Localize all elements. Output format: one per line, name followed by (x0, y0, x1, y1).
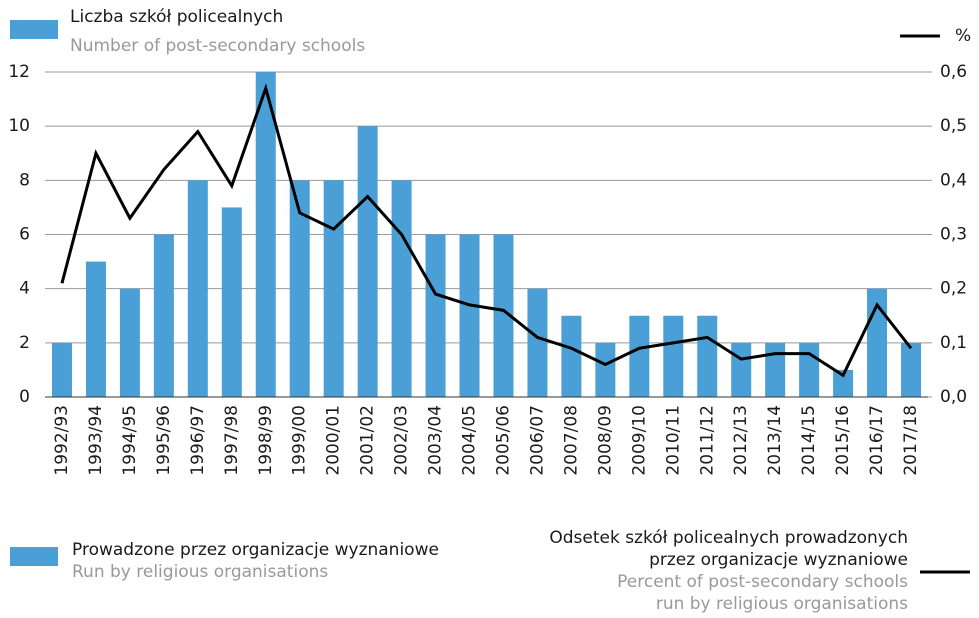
y2-axis-label: % (955, 26, 971, 46)
y-tick-label: 6 (19, 225, 30, 245)
y-tick-label: 8 (19, 170, 30, 190)
x-tick-label: 2015/16 (833, 405, 853, 476)
bar (561, 315, 582, 397)
x-tick-label: 2003/04 (426, 405, 446, 476)
legend-label: Odsetek szkół policealnych prowadzonych (549, 528, 908, 548)
bar (289, 180, 310, 397)
y-tick-label: 10 (8, 116, 30, 136)
x-tick-label: 2007/08 (561, 405, 581, 476)
y2-tick-label: 0,2 (940, 279, 967, 299)
line (60, 83, 913, 378)
x-tick-label: 2006/07 (527, 405, 547, 476)
x-tick-label: 2000/01 (324, 405, 344, 476)
y2-tick-label: 0,5 (940, 116, 967, 136)
bar (697, 315, 718, 397)
bar (527, 288, 548, 397)
x-tick-label: 2004/05 (460, 405, 480, 476)
bar (85, 261, 106, 397)
bar (221, 207, 242, 397)
x-tick-label: 2016/17 (867, 405, 887, 476)
x-tick-label: 2017/18 (901, 405, 921, 476)
x-tick-label: 1999/00 (290, 405, 310, 476)
bar (187, 180, 208, 397)
y2-tick-label: 0,6 (940, 62, 967, 82)
legend-label-en: run by religious organisations (656, 594, 908, 614)
x-tick-label: 2009/10 (629, 405, 649, 476)
x-tick-label: 2014/15 (799, 405, 819, 476)
bar (663, 315, 684, 397)
x-tick-label: 2012/13 (731, 405, 751, 476)
chart-subtitle: Number of post-secondary schools (70, 36, 365, 56)
title-swatch (10, 20, 58, 39)
bar (629, 315, 650, 397)
y-tick-label: 2 (19, 333, 30, 353)
bar (493, 234, 514, 397)
y2-tick-label: 0,0 (940, 387, 967, 407)
x-tick-label: 2008/09 (595, 405, 615, 476)
y-tick-label: 4 (19, 279, 30, 299)
y2-tick-label: 0,1 (940, 333, 967, 353)
y2-tick-label: 0,3 (940, 225, 967, 245)
x-tick-label: 2010/11 (663, 405, 683, 476)
x-tick-label: 2011/12 (697, 405, 717, 476)
bar (119, 288, 140, 397)
x-tick-label: 1996/97 (188, 405, 208, 476)
legend-label-en: Run by religious organisations (72, 562, 328, 582)
bar (51, 342, 72, 397)
bar (153, 234, 174, 397)
x-tick-label: 1995/96 (154, 405, 174, 476)
bar (731, 342, 752, 397)
y-tick-label: 12 (8, 62, 30, 82)
legend-label: Prowadzone przez organizacje wyznaniowe (72, 540, 439, 560)
x-tick-label: 1992/93 (52, 405, 72, 476)
bar (323, 180, 344, 397)
x-tick-label: 2001/02 (358, 405, 378, 476)
bar (391, 180, 412, 397)
chart-title: Liczba szkół policealnych (70, 7, 283, 27)
y-tick-label: 0 (19, 387, 30, 407)
bar (799, 342, 820, 397)
y2-tick-label: 0,4 (940, 170, 967, 190)
bar (459, 234, 480, 397)
x-tick-label: 1993/94 (86, 405, 106, 476)
bar (425, 234, 446, 397)
legend-label: przez organizacje wyznaniowe (649, 550, 908, 570)
bar (901, 342, 922, 397)
legend-swatch (10, 547, 58, 566)
x-tick-label: 1998/99 (256, 405, 276, 476)
bar (765, 342, 786, 397)
bar (833, 369, 854, 397)
x-tick-label: 2013/14 (765, 405, 785, 476)
x-tick-label: 2002/03 (392, 405, 412, 476)
bar (255, 72, 276, 397)
legend-label-en: Percent of post-secondary schools (617, 572, 908, 592)
x-tick-label: 1994/95 (120, 405, 140, 476)
x-tick-label: 2005/06 (493, 405, 513, 476)
x-tick-label: 1997/98 (222, 405, 242, 476)
bar (595, 342, 616, 397)
bar (357, 126, 378, 398)
